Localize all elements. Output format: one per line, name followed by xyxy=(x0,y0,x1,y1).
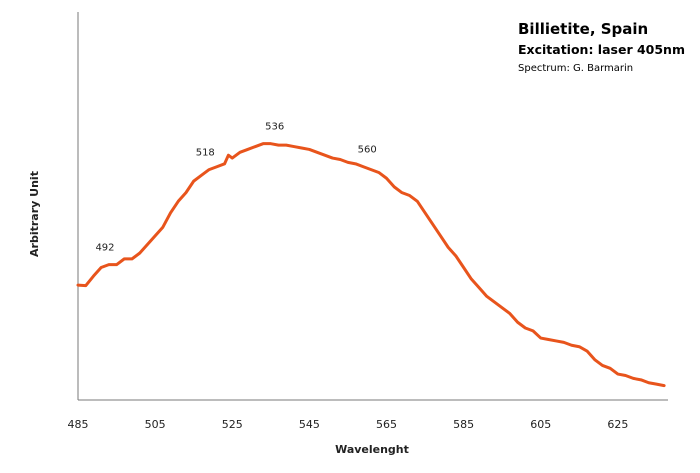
x-tick-label-525: 525 xyxy=(222,418,243,431)
y-axis-title: Arbitrary Unit xyxy=(28,171,41,257)
peak-label-492: 492 xyxy=(95,243,114,254)
peak-label-560: 560 xyxy=(358,145,377,156)
chart-title-line-2: Excitation: laser 405nm xyxy=(518,42,685,57)
peak-label-518: 518 xyxy=(196,148,215,159)
peak-annotations: 492 518 536 560 xyxy=(95,122,376,254)
x-tick-labels: 485 505 525 545 565 585 605 625 xyxy=(68,418,629,431)
x-tick-label-545: 545 xyxy=(299,418,320,431)
peak-label-536: 536 xyxy=(265,122,284,133)
x-tick-label-605: 605 xyxy=(530,418,551,431)
chart-title-line-3: Spectrum: G. Barmarin xyxy=(518,63,633,74)
chart-title-line-1: Billietite, Spain xyxy=(518,20,648,38)
x-tick-label-565: 565 xyxy=(376,418,397,431)
x-tick-label-585: 585 xyxy=(453,418,474,431)
chart-title: Billietite, Spain Excitation: laser 405n… xyxy=(518,20,685,74)
x-tick-label-625: 625 xyxy=(607,418,628,431)
series-line xyxy=(76,142,666,388)
x-axis-title: Wavelenght xyxy=(335,443,409,456)
x-tick-label-505: 505 xyxy=(145,418,166,431)
x-tick-label-485: 485 xyxy=(68,418,89,431)
